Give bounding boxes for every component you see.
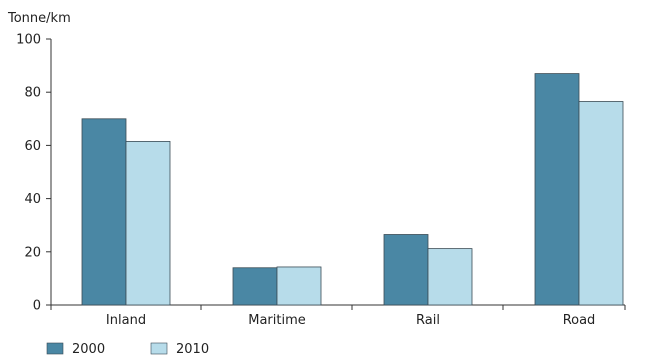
y-axis-title: Tonne/km bbox=[7, 11, 71, 26]
y-tick-label: 100 bbox=[16, 33, 41, 48]
y-axis: 0 20 40 60 80 100 bbox=[16, 33, 52, 314]
x-axis bbox=[50, 304, 626, 310]
x-tick-label: Rail bbox=[416, 313, 440, 328]
legend-swatch-2010 bbox=[150, 342, 168, 355]
legend-swatch-2000 bbox=[46, 342, 64, 355]
x-tick-label: Inland bbox=[106, 313, 146, 328]
legend-label-2000: 2000 bbox=[72, 342, 105, 356]
bar-road-2010 bbox=[578, 101, 624, 306]
bar-inland-2010 bbox=[125, 141, 171, 306]
y-tick-label: 80 bbox=[24, 86, 41, 101]
bar-maritime-2000 bbox=[232, 267, 278, 306]
bar-rail-2000 bbox=[383, 234, 429, 306]
y-tick-label: 40 bbox=[24, 192, 41, 207]
x-axis-labels: Inland Maritime Rail Road bbox=[106, 313, 595, 328]
y-tick-label: 60 bbox=[24, 139, 41, 154]
legend-label-2010: 2010 bbox=[176, 342, 209, 356]
x-tick-label: Road bbox=[563, 313, 596, 328]
x-tick-label: Maritime bbox=[248, 313, 306, 328]
legend: 2000 2010 bbox=[46, 342, 209, 356]
bar-road-2000 bbox=[534, 73, 580, 306]
bar-inland-2000 bbox=[81, 118, 127, 306]
bar-rail-2010 bbox=[427, 248, 473, 306]
bars-group bbox=[81, 73, 624, 306]
bar-maritime-2010 bbox=[276, 266, 322, 306]
y-tick-label: 20 bbox=[24, 245, 41, 260]
y-tick-label: 0 bbox=[33, 299, 41, 314]
